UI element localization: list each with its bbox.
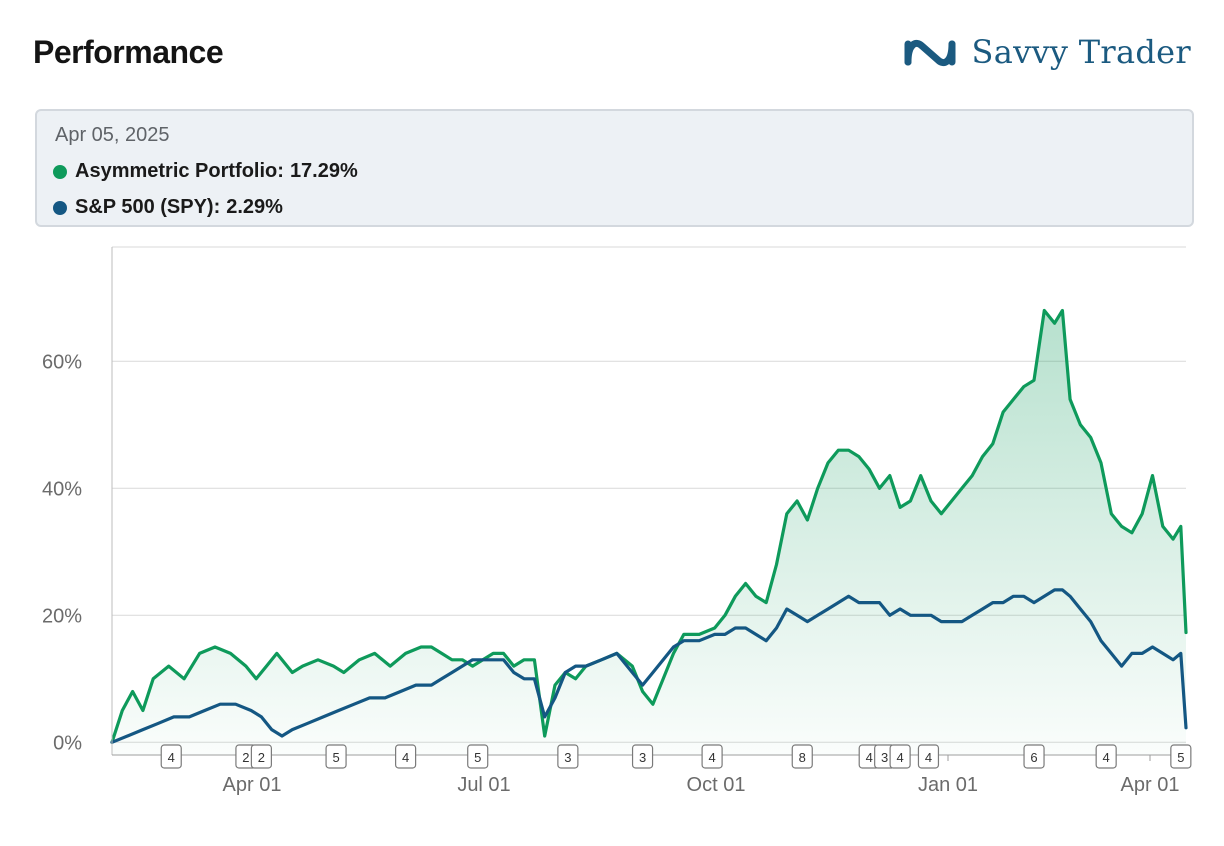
event-marker-box: [395, 744, 417, 769]
event-marker-box: [557, 744, 579, 769]
page-title: Performance: [33, 34, 224, 70]
benchmark-dot-icon: [53, 200, 67, 215]
brand-name: Savvy Trader: [971, 33, 1191, 71]
event-marker-label: 4: [866, 750, 873, 765]
event-marker-label: 5: [474, 750, 481, 765]
savvy-trader-logo-icon: [904, 39, 956, 67]
event-marker[interactable]: 4: [1095, 744, 1117, 769]
event-marker[interactable]: 5: [325, 744, 347, 769]
chart-tooltip: Apr 05, 2025 Asymmetric Portfolio: 17.29…: [35, 109, 1194, 227]
event-marker[interactable]: 4: [701, 744, 723, 769]
y-tick-label: 40%: [42, 478, 82, 500]
event-marker-label: 3: [564, 750, 571, 765]
event-marker-label: 3: [639, 750, 646, 765]
event-marker-label: 8: [799, 750, 806, 765]
event-marker[interactable]: 2: [250, 744, 272, 769]
event-marker-label: 2: [242, 750, 249, 765]
event-marker[interactable]: 4: [889, 744, 911, 769]
event-marker[interactable]: 6: [1023, 744, 1045, 769]
event-marker-box: [889, 744, 911, 769]
x-tick-label: Jul 01: [457, 774, 510, 796]
event-marker-box: [631, 744, 654, 769]
event-marker-label: 5: [1177, 750, 1184, 765]
x-tick-label: Apr 01: [223, 774, 282, 796]
y-tick-label: 0%: [53, 732, 82, 754]
event-marker[interactable]: 4: [160, 744, 182, 769]
event-marker-box: [1170, 744, 1192, 769]
portfolio-area: [112, 310, 1186, 755]
event-marker-label: 5: [332, 750, 339, 765]
event-marker-label: 4: [708, 750, 715, 765]
tooltip-portfolio-value: 17.29%: [289, 160, 358, 182]
event-marker-box: [791, 744, 813, 769]
event-marker-box: [1023, 744, 1045, 769]
tooltip-date: Apr 05, 2025: [55, 124, 170, 146]
event-marker[interactable]: 5: [1170, 744, 1192, 769]
event-marker-box: [467, 744, 489, 769]
portfolio-dot-icon: [53, 164, 67, 179]
event-marker-box: [160, 744, 182, 769]
event-marker-label: 4: [896, 750, 903, 765]
event-marker-label: 4: [402, 750, 409, 765]
event-marker-box: [917, 744, 940, 769]
event-marker[interactable]: 4: [395, 744, 417, 769]
tooltip-row-portfolio: Asymmetric Portfolio: 17.29%: [53, 160, 358, 183]
portfolio-series-line: [110, 308, 1188, 744]
event-marker-box: [325, 744, 347, 769]
event-marker[interactable]: 3: [631, 744, 654, 769]
tooltip-benchmark-value: 2.29%: [226, 196, 283, 218]
event-marker-box: [701, 744, 723, 769]
x-tick-label: Apr 01: [1121, 774, 1180, 796]
event-marker-label: 6: [1030, 750, 1037, 765]
event-marker[interactable]: 4: [917, 744, 940, 769]
x-tick-label: Oct 01: [687, 774, 746, 796]
event-marker-label: 2: [258, 750, 265, 765]
event-marker[interactable]: 5: [467, 744, 489, 769]
event-marker-label: 3: [881, 750, 888, 765]
event-marker-box: [250, 744, 272, 769]
y-tick-label: 60%: [42, 351, 82, 373]
benchmark-series-line: [110, 588, 1188, 744]
event-marker-label: 4: [925, 750, 932, 765]
event-marker[interactable]: 8: [791, 744, 813, 769]
y-tick-label: 20%: [42, 605, 82, 627]
tooltip-row-benchmark: S&P 500 (SPY): 2.29%: [53, 196, 283, 219]
tooltip-portfolio-label: Asymmetric Portfolio:: [75, 160, 284, 182]
event-marker-box: [1095, 744, 1117, 769]
event-marker-label: 4: [168, 750, 175, 765]
tooltip-benchmark-label: S&P 500 (SPY):: [75, 196, 221, 218]
event-marker-label: 4: [1103, 750, 1110, 765]
event-marker[interactable]: 3: [557, 744, 579, 769]
x-tick-label: Jan 01: [918, 774, 978, 796]
brand[interactable]: Savvy Trader: [900, 32, 1191, 72]
